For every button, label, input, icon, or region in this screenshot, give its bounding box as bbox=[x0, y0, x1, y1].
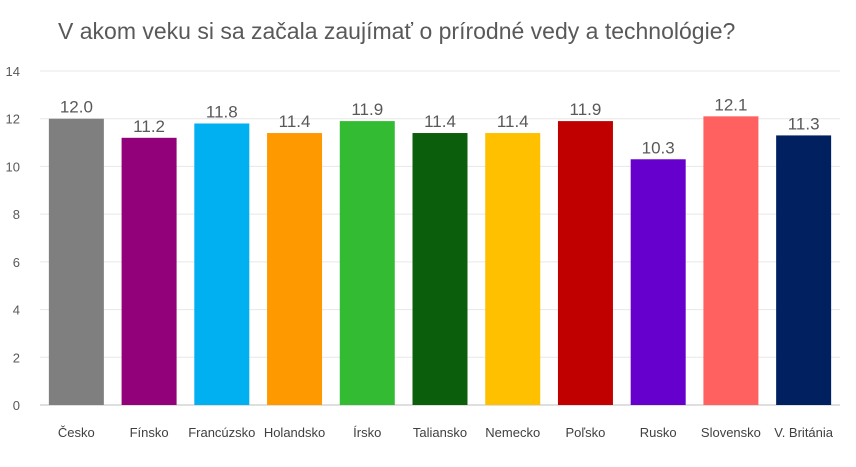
y-tick-label: 2 bbox=[13, 350, 20, 365]
category-label: Írsko bbox=[353, 425, 381, 440]
value-label: 11.9 bbox=[570, 100, 602, 119]
category-label: Slovensko bbox=[701, 425, 761, 440]
category-label: Rusko bbox=[640, 425, 677, 440]
bar bbox=[412, 133, 468, 405]
bar bbox=[557, 121, 613, 405]
bar bbox=[339, 121, 395, 405]
bar bbox=[485, 133, 541, 405]
category-label: V. Británia bbox=[774, 425, 834, 440]
value-label: 10.3 bbox=[642, 138, 675, 157]
bars bbox=[48, 116, 832, 406]
y-tick-label: 12 bbox=[6, 112, 20, 127]
category-label: Taliansko bbox=[413, 425, 467, 440]
value-label: 12.1 bbox=[714, 95, 747, 114]
category-label: Nemecko bbox=[485, 425, 540, 440]
y-axis-ticks: 0 2 4 6 8 10 12 14 bbox=[6, 64, 20, 413]
bar bbox=[48, 118, 104, 405]
category-label: Česko bbox=[58, 425, 95, 440]
bar bbox=[194, 123, 250, 405]
value-label: 11.4 bbox=[497, 112, 529, 131]
y-tick-label: 8 bbox=[13, 207, 20, 222]
value-label: 11.3 bbox=[788, 114, 820, 133]
value-label: 12.0 bbox=[60, 98, 93, 117]
value-label: 11.4 bbox=[424, 112, 456, 131]
bar bbox=[703, 116, 759, 405]
y-tick-label: 14 bbox=[6, 64, 20, 79]
y-tick-label: 6 bbox=[13, 255, 20, 270]
bar bbox=[630, 159, 686, 405]
category-label: Poľsko bbox=[565, 425, 605, 440]
value-label: 11.8 bbox=[206, 102, 238, 121]
bar bbox=[776, 135, 832, 405]
bar bbox=[267, 133, 323, 405]
chart-title: V akom veku si sa začala zaujímať o prír… bbox=[58, 18, 736, 44]
category-label: Fínsko bbox=[130, 425, 169, 440]
value-label: 11.9 bbox=[351, 100, 383, 119]
y-tick-label: 10 bbox=[6, 159, 20, 174]
value-label: 11.4 bbox=[279, 112, 311, 131]
category-labels: Česko Fínsko Francúzsko Holandsko Írsko Talia… bbox=[58, 425, 834, 440]
value-labels: 12.0 11.2 11.8 11.4 11.9 11.4 11.4 11.9 10.3 12.1… bbox=[60, 95, 820, 157]
bar bbox=[121, 137, 177, 406]
y-tick-label: 0 bbox=[13, 398, 20, 413]
y-tick-label: 4 bbox=[13, 303, 20, 318]
category-label: Holandsko bbox=[264, 425, 325, 440]
category-label: Francúzsko bbox=[188, 425, 255, 440]
value-label: 11.2 bbox=[133, 117, 165, 136]
